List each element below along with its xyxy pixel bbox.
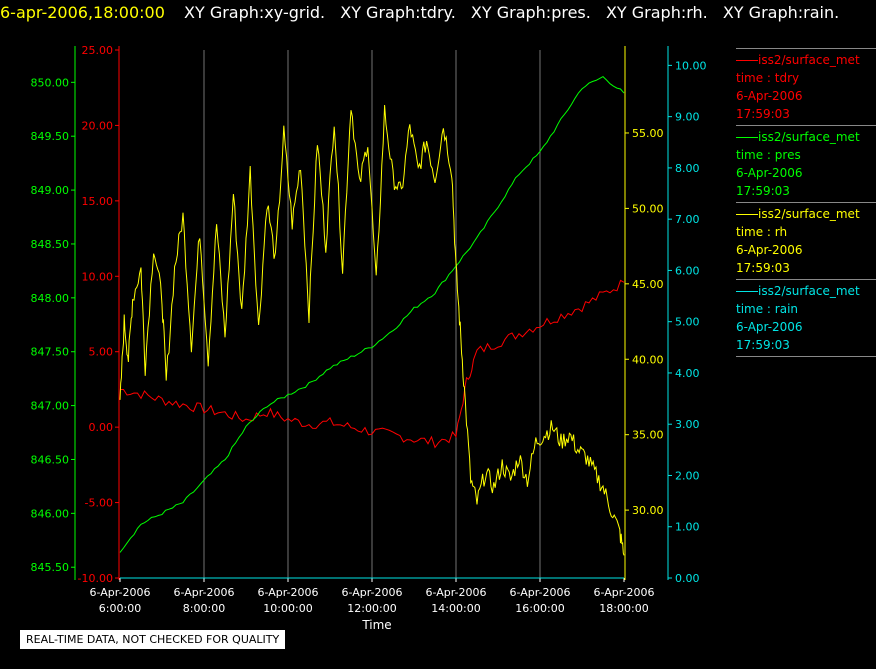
y-tick-label-rain: 5.00	[675, 316, 700, 329]
y-tick-label-rh: 40.00	[632, 353, 664, 366]
x-tick-label-time: 14:00:00	[431, 602, 480, 615]
tab-rh[interactable]: XY Graph:rh.	[605, 3, 708, 22]
x-tick-label-time: 16:00:00	[515, 602, 564, 615]
y-tick-label-pres: 849.00	[31, 184, 70, 197]
legend-date: 6-Apr-2006	[736, 89, 803, 103]
x-tick-label-date: 6-Apr-2006	[509, 586, 570, 599]
legend-entry-rh[interactable]: iss2/surface_met time : rh 6-Apr-2006 17…	[736, 202, 876, 277]
legend-series: iss2/surface_met	[736, 205, 876, 223]
y-tick-label-rain: 6.00	[675, 264, 700, 277]
x-tick-label-date: 6-Apr-2006	[593, 586, 654, 599]
timestamp: 6-apr-2006,18:00:00	[0, 3, 165, 22]
y-tick-label-tdry: 5.00	[89, 346, 114, 359]
y-tick-label-rh: 45.00	[632, 278, 664, 291]
legend-series-name: iss2/surface_met	[758, 130, 860, 144]
y-tick-label-pres: 847.00	[31, 400, 70, 413]
y-tick-label-tdry: -10.00	[78, 572, 113, 585]
legend-field: time : rain	[736, 302, 799, 316]
y-tick-label-pres: 846.50	[31, 453, 70, 466]
legend-time: 17:59:03	[736, 338, 790, 352]
x-tick-label-date: 6-Apr-2006	[257, 586, 318, 599]
series-lines	[119, 75, 625, 579]
legend-field: time : pres	[736, 148, 801, 162]
grid-lines	[203, 50, 541, 578]
y-tick-label-rain: 0.00	[675, 572, 700, 585]
y-tick-label-pres: 850.00	[31, 76, 70, 89]
legend-series-name: iss2/surface_met	[758, 53, 860, 67]
y-tick-label-rh: 30.00	[632, 504, 664, 517]
y-tick-label-tdry: 15.00	[82, 195, 114, 208]
x-tick-label-date: 6-Apr-2006	[89, 586, 150, 599]
y-tick-label-tdry: 25.00	[82, 44, 114, 57]
y-tick-label-rain: 4.00	[675, 367, 700, 380]
y-tick-label-rh: 55.00	[632, 127, 664, 140]
x-tick-label-time: 8:00:00	[183, 602, 225, 615]
x-tick-label-date: 6-Apr-2006	[341, 586, 402, 599]
y-tick-label-rain: 10.00	[675, 59, 707, 72]
y-tick-label-pres: 848.50	[31, 238, 70, 251]
legend-time: 17:59:03	[736, 261, 790, 275]
y-tick-label-rain: 7.00	[675, 213, 700, 226]
legend-series-name: iss2/surface_met	[758, 284, 860, 298]
quality-disclaimer: REAL-TIME DATA, NOT CHECKED FOR QUALITY	[20, 630, 286, 649]
legend-entry-tdry[interactable]: iss2/surface_met time : tdry 6-Apr-2006 …	[736, 48, 876, 123]
tab-pres[interactable]: XY Graph:pres.	[470, 3, 591, 22]
x-axis-label: Time	[361, 618, 391, 632]
legend: iss2/surface_met time : tdry 6-Apr-2006 …	[736, 48, 876, 357]
y-tick-label-pres: 848.00	[31, 292, 70, 305]
legend-swatch	[736, 214, 758, 215]
legend-series: iss2/surface_met	[736, 51, 876, 69]
header-bar: 6-apr-2006,18:00:00 XY Graph:xy-grid. XY…	[0, 0, 849, 26]
y-tick-label-tdry: 10.00	[82, 270, 114, 283]
y-tick-label-tdry: 20.00	[82, 119, 114, 132]
y-tick-label-pres: 847.50	[31, 346, 70, 359]
x-tick-label-time: 12:00:00	[347, 602, 396, 615]
axes: 6-Apr-2006 6:00:00 6-Apr-2006 8:00:00 6-Apr-…	[31, 44, 707, 615]
y-tick-label-tdry: -5.00	[85, 497, 113, 510]
y-tick-label-rain: 8.00	[675, 162, 700, 175]
legend-entry-rain[interactable]: iss2/surface_met time : rain 6-Apr-2006 …	[736, 279, 876, 354]
series-line-pres	[119, 75, 625, 553]
legend-series: iss2/surface_met	[736, 282, 876, 300]
legend-series: iss2/surface_met	[736, 128, 876, 146]
x-tick-label-time: 6:00:00	[99, 602, 141, 615]
y-tick-label-pres: 849.50	[31, 130, 70, 143]
y-tick-label-rain: 9.00	[675, 111, 700, 124]
legend-series-name: iss2/surface_met	[758, 207, 860, 221]
legend-swatch	[736, 137, 758, 138]
y-tick-label-pres: 846.00	[31, 507, 70, 520]
x-tick-label-time: 18:00:00	[599, 602, 648, 615]
tab-xy-grid[interactable]: XY Graph:xy-grid.	[184, 3, 326, 22]
y-tick-label-pres: 845.50	[31, 561, 70, 574]
y-tick-label-rain: 2.00	[675, 469, 700, 482]
legend-field: time : tdry	[736, 71, 800, 85]
legend-date: 6-Apr-2006	[736, 320, 803, 334]
legend-time: 17:59:03	[736, 184, 790, 198]
legend-divider	[736, 356, 876, 357]
y-tick-label-rh: 35.00	[632, 429, 664, 442]
legend-entry-pres[interactable]: iss2/surface_met time : pres 6-Apr-2006 …	[736, 125, 876, 200]
y-tick-label-rain: 1.00	[675, 521, 700, 534]
legend-swatch	[736, 291, 758, 292]
x-tick-label-date: 6-Apr-2006	[425, 586, 486, 599]
y-tick-label-rain: 3.00	[675, 418, 700, 431]
legend-time: 17:59:03	[736, 107, 790, 121]
legend-swatch	[736, 60, 758, 61]
legend-date: 6-Apr-2006	[736, 243, 803, 257]
series-line-tdry	[120, 279, 625, 449]
series-line-rh	[119, 104, 625, 556]
legend-date: 6-Apr-2006	[736, 166, 803, 180]
tab-tdry[interactable]: XY Graph:tdry.	[340, 3, 456, 22]
x-tick-label-date: 6-Apr-2006	[173, 586, 234, 599]
x-tick-label-time: 10:00:00	[263, 602, 312, 615]
y-tick-label-tdry: 0.00	[89, 421, 114, 434]
y-tick-label-rh: 50.00	[632, 202, 664, 215]
legend-field: time : rh	[736, 225, 788, 239]
tab-rain[interactable]: XY Graph:rain.	[722, 3, 840, 22]
